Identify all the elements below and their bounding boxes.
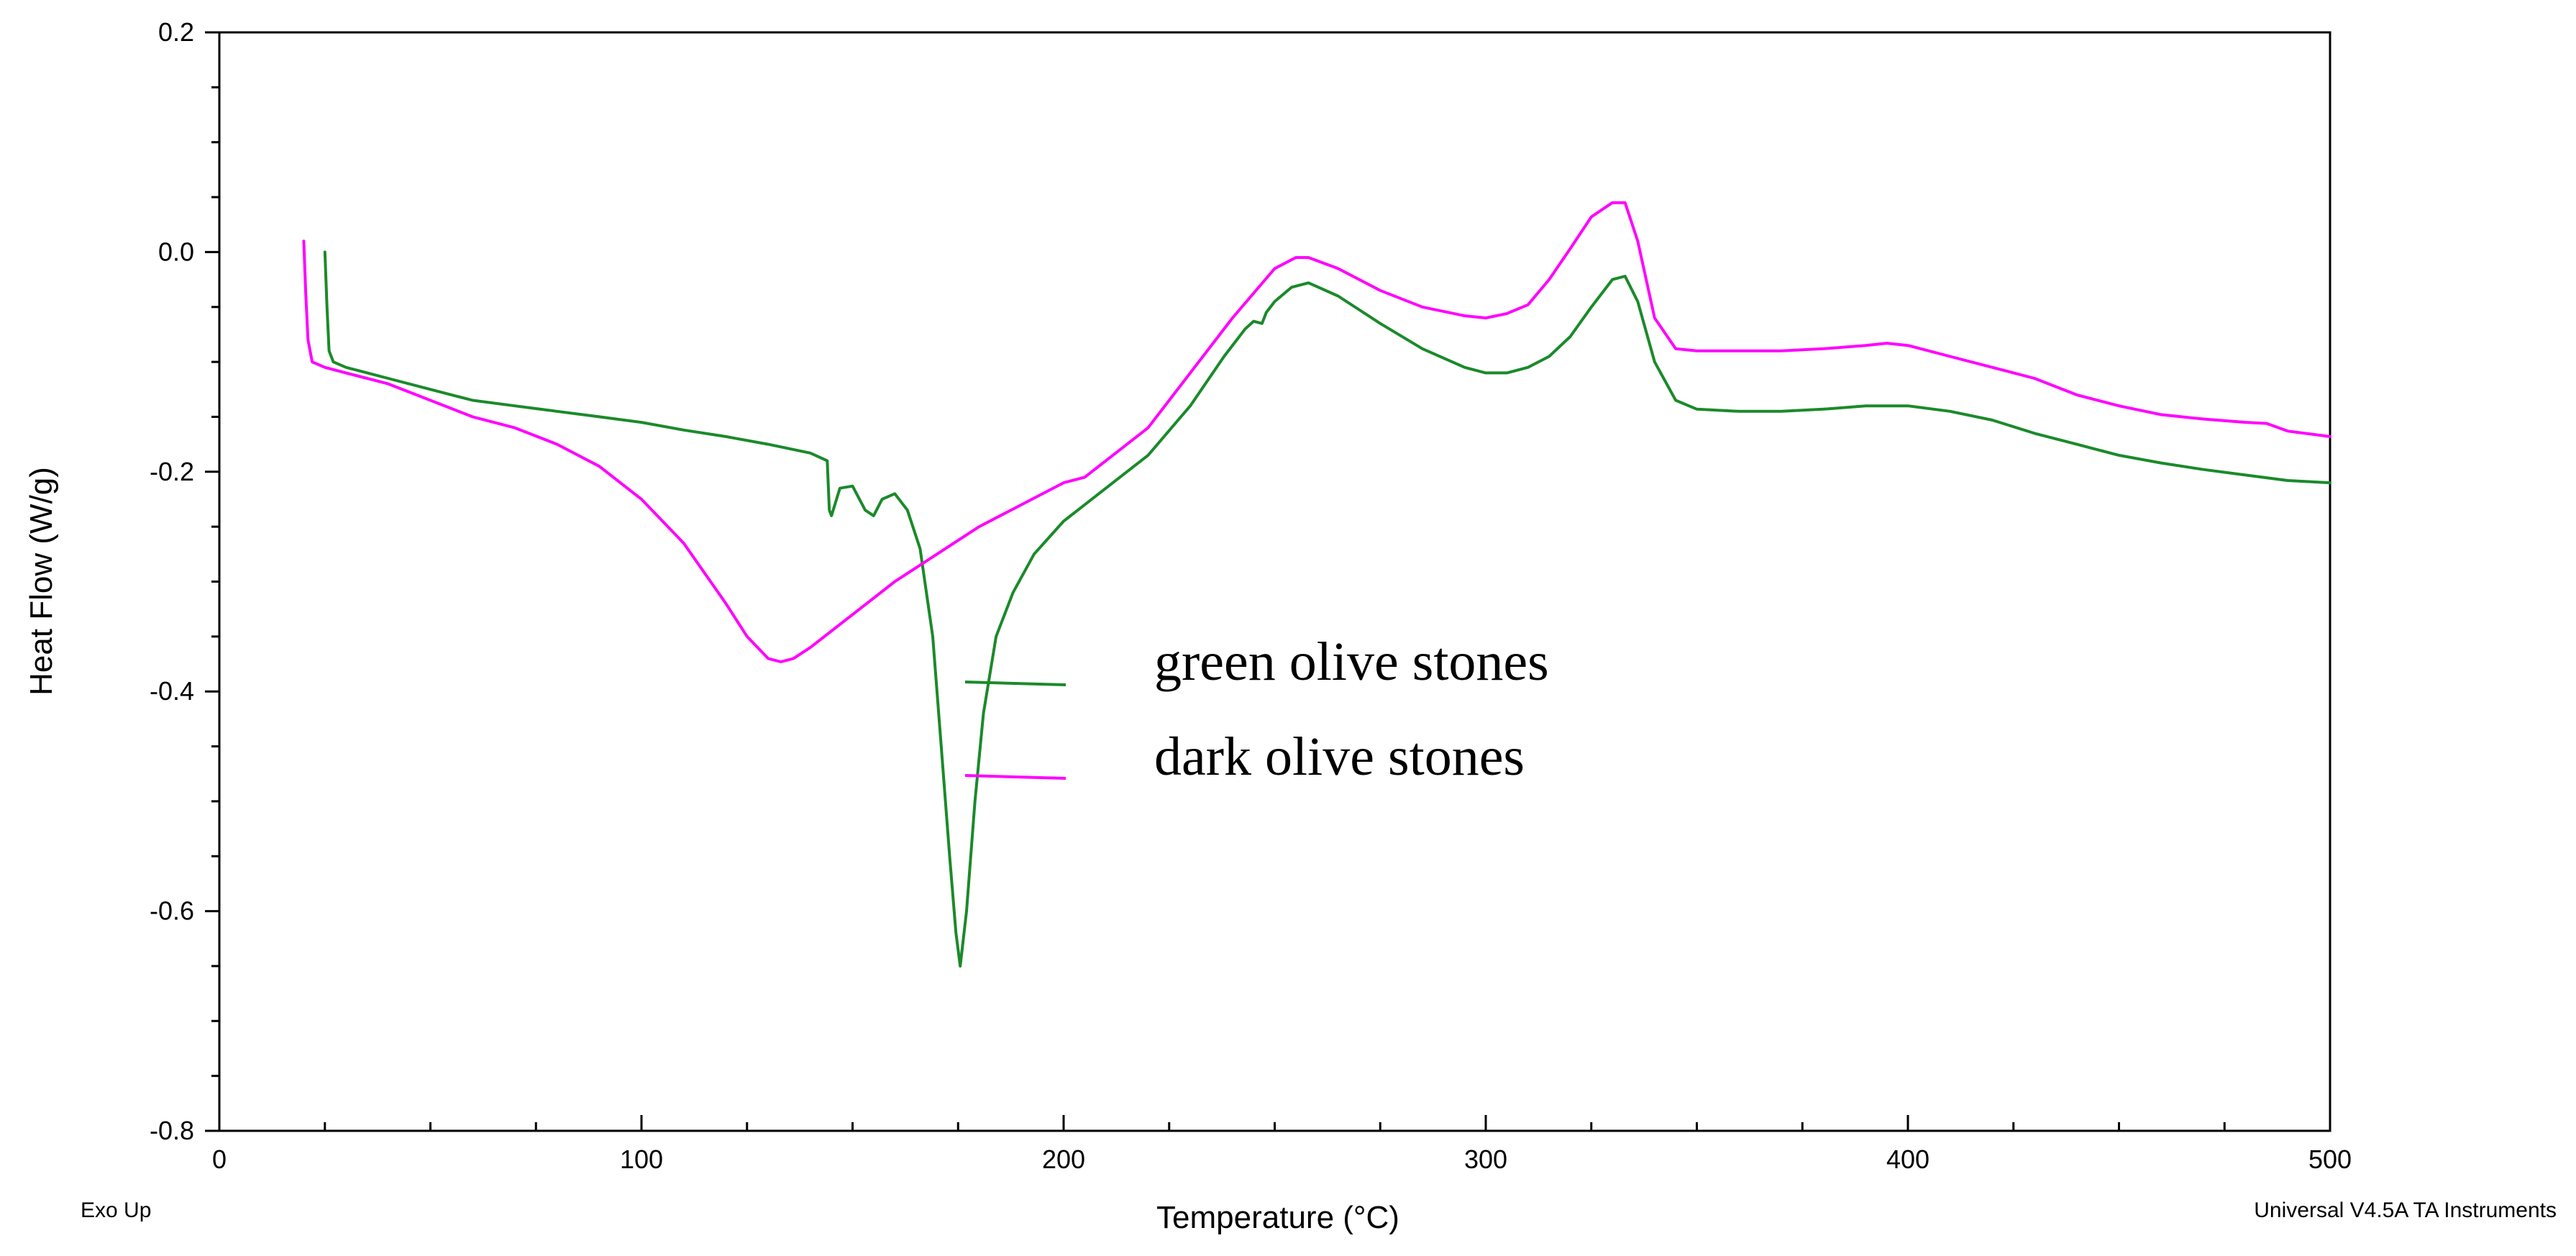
- x-tick-label: 0: [212, 1144, 227, 1174]
- x-tick-label: 300: [1464, 1144, 1507, 1174]
- x-tick-label: 500: [2308, 1144, 2352, 1174]
- x-axis-ticks: 0 100 200 300 400 500: [212, 1115, 2352, 1174]
- footer-right-label: Universal V4.5A TA Instruments: [2254, 1198, 2557, 1222]
- legend-label-dark-olive-stones: dark olive stones: [1154, 727, 1525, 787]
- legend: green olive stones dark olive stones: [964, 632, 1549, 787]
- footer-left-label: Exo Up: [81, 1198, 151, 1222]
- y-tick-label: 0.0: [158, 237, 194, 266]
- y-tick-label: -0.4: [150, 676, 194, 706]
- series-line-dark-olive-stones: [302, 201, 2331, 663]
- series-line-green-olive-stones: [323, 250, 2331, 968]
- legend-swatch-dark-olive-stones: [964, 774, 1067, 780]
- x-tick-label: 200: [1042, 1144, 1085, 1174]
- y-tick-label: -0.2: [150, 457, 194, 486]
- legend-swatch-green-olive-stones: [964, 681, 1067, 686]
- y-tick-label: 0.2: [158, 17, 194, 47]
- legend-label-green-olive-stones: green olive stones: [1154, 632, 1549, 692]
- y-axis-title: Heat Flow (W/g): [24, 467, 59, 696]
- x-tick-label: 100: [620, 1144, 663, 1174]
- y-tick-label: -0.8: [150, 1116, 194, 1145]
- y-axis-ticks: 0.2 0.0 -0.2 -0.4 -0.6 -0.8: [150, 17, 219, 1145]
- y-tick-label: -0.6: [150, 896, 194, 926]
- plot-frame: [218, 31, 2331, 1132]
- series-layer: [302, 201, 2331, 968]
- x-axis-title: Temperature (°C): [1156, 1200, 1399, 1235]
- x-tick-label: 400: [1886, 1144, 1929, 1174]
